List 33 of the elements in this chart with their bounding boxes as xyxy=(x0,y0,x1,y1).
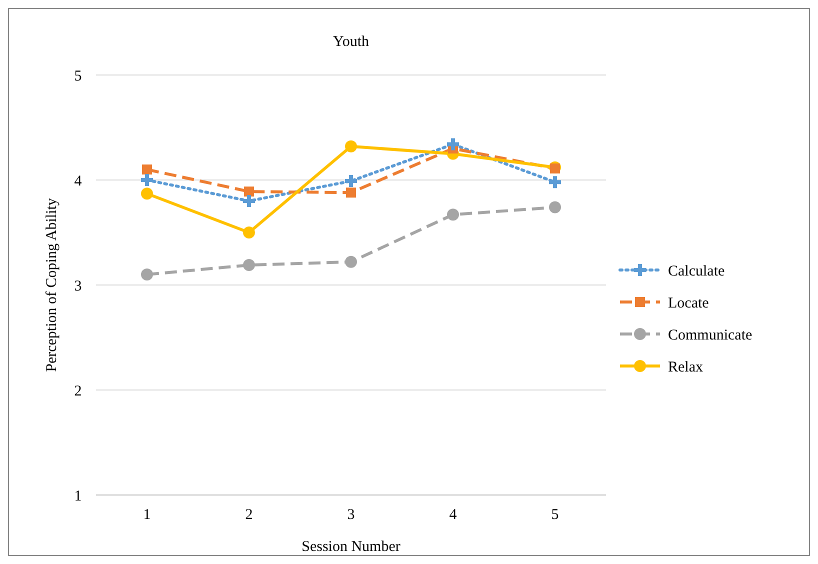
point xyxy=(345,140,357,152)
point xyxy=(141,174,153,186)
point xyxy=(141,188,153,200)
legend-label: Relax xyxy=(668,359,704,376)
x-tick-label: 2 xyxy=(245,507,253,523)
y-tick-label: 1 xyxy=(74,488,82,504)
x-axis-title: Session Number xyxy=(302,539,400,555)
point xyxy=(141,268,153,280)
y-tick-label: 4 xyxy=(74,173,82,190)
legend-label: Communicate xyxy=(668,327,752,344)
point xyxy=(447,208,459,221)
point xyxy=(243,195,255,207)
legend-label: Locate xyxy=(668,295,710,312)
x-tick-label: 5 xyxy=(551,507,559,523)
point xyxy=(549,176,561,188)
point xyxy=(346,188,356,198)
y-tick-label: 3 xyxy=(74,278,82,294)
y-axis-title: Perception of Coping Ability xyxy=(44,198,60,372)
legend-label: Calculate xyxy=(668,263,725,280)
point xyxy=(244,186,254,197)
x-tick-label: 4 xyxy=(449,507,458,523)
point xyxy=(345,256,357,268)
y-tick-label: 2 xyxy=(74,383,82,400)
point xyxy=(243,259,255,272)
y-tick-label: 5 xyxy=(74,68,82,84)
point xyxy=(243,226,255,238)
point xyxy=(447,138,459,150)
point xyxy=(142,164,152,174)
chart-title: Youth xyxy=(333,34,370,50)
x-tick-label: 1 xyxy=(143,507,151,523)
x-tick-label: 3 xyxy=(347,507,355,523)
point xyxy=(345,175,357,188)
point xyxy=(549,201,561,214)
